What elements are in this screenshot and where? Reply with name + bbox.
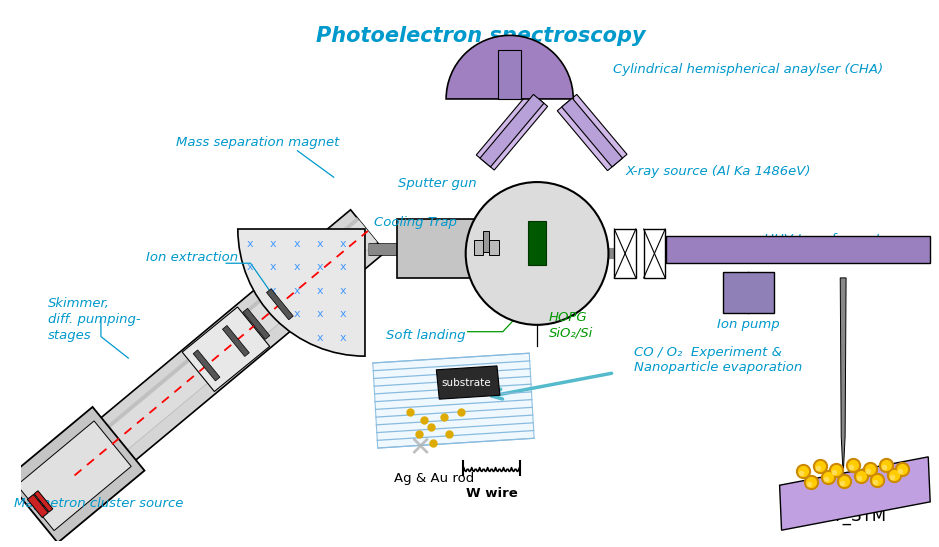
Bar bbox=[666, 236, 931, 263]
Bar bbox=[723, 272, 774, 313]
Text: x: x bbox=[340, 262, 346, 272]
Text: x: x bbox=[340, 309, 346, 319]
Text: x: x bbox=[293, 309, 300, 319]
Text: W wire: W wire bbox=[467, 487, 518, 500]
Bar bbox=[498, 50, 521, 99]
Text: x: x bbox=[269, 286, 276, 295]
Polygon shape bbox=[6, 407, 145, 543]
Bar bbox=[489, 240, 499, 255]
Text: Cylindrical hemispherical anaylser (CHA): Cylindrical hemispherical anaylser (CHA) bbox=[613, 63, 884, 76]
Polygon shape bbox=[64, 217, 377, 487]
Polygon shape bbox=[243, 309, 269, 339]
Text: Photoelectron spectroscopy: Photoelectron spectroscopy bbox=[316, 26, 645, 45]
Text: substrate: substrate bbox=[442, 377, 491, 387]
Text: X-ray source (Al Ka 1486eV): X-ray source (Al Ka 1486eV) bbox=[625, 165, 810, 178]
Bar bbox=[397, 219, 473, 278]
Text: x: x bbox=[269, 238, 276, 249]
Text: Skimmer,
diff. pumping-
stages: Skimmer, diff. pumping- stages bbox=[48, 298, 141, 342]
Polygon shape bbox=[182, 307, 269, 392]
Text: Ag & Au rod: Ag & Au rod bbox=[394, 472, 474, 485]
Text: HOPG
SiO₂/Si: HOPG SiO₂/Si bbox=[548, 311, 593, 339]
Text: Mass separation magnet: Mass separation magnet bbox=[176, 136, 339, 149]
Text: x: x bbox=[340, 238, 346, 249]
Text: x: x bbox=[293, 238, 300, 249]
Polygon shape bbox=[27, 494, 48, 517]
Bar bbox=[473, 240, 484, 255]
Circle shape bbox=[466, 182, 608, 325]
Text: x: x bbox=[316, 333, 323, 342]
Text: UHV transfer system: UHV transfer system bbox=[763, 233, 901, 246]
Bar bbox=[484, 231, 489, 253]
Polygon shape bbox=[267, 289, 293, 320]
Text: CO / O₂  Experiment &
Nanoparticle evaporation: CO / O₂ Experiment & Nanoparticle evapor… bbox=[634, 346, 802, 374]
Polygon shape bbox=[476, 91, 547, 170]
Polygon shape bbox=[840, 278, 846, 475]
Wedge shape bbox=[446, 36, 574, 99]
Bar bbox=[643, 229, 665, 278]
Polygon shape bbox=[373, 353, 534, 448]
Polygon shape bbox=[223, 325, 249, 357]
Text: Ion pump: Ion pump bbox=[717, 318, 779, 331]
Polygon shape bbox=[437, 366, 500, 399]
Text: x: x bbox=[293, 262, 300, 272]
Polygon shape bbox=[480, 95, 544, 167]
Bar bbox=[529, 221, 546, 265]
Polygon shape bbox=[57, 210, 385, 497]
Polygon shape bbox=[562, 98, 623, 167]
Text: x: x bbox=[246, 238, 253, 249]
Text: x: x bbox=[293, 286, 300, 295]
Text: x: x bbox=[316, 286, 323, 295]
Text: x: x bbox=[316, 238, 323, 249]
Polygon shape bbox=[17, 421, 131, 531]
Wedge shape bbox=[238, 229, 365, 356]
Text: Magnetron cluster source: Magnetron cluster source bbox=[14, 497, 184, 510]
Text: x: x bbox=[246, 262, 253, 272]
Text: x: x bbox=[269, 262, 276, 272]
Polygon shape bbox=[66, 220, 377, 486]
Polygon shape bbox=[193, 350, 220, 381]
Text: Ion extraction: Ion extraction bbox=[146, 251, 239, 264]
Text: Sputter gun: Sputter gun bbox=[398, 177, 476, 190]
Polygon shape bbox=[557, 95, 627, 171]
Text: RT_STM: RT_STM bbox=[823, 507, 887, 525]
Text: x: x bbox=[316, 309, 323, 319]
Polygon shape bbox=[34, 491, 53, 512]
Text: ✕: ✕ bbox=[408, 434, 431, 462]
Text: Soft landing: Soft landing bbox=[386, 329, 466, 342]
Bar bbox=[614, 229, 636, 278]
Text: x: x bbox=[316, 262, 323, 272]
Text: x: x bbox=[340, 333, 346, 342]
Text: x: x bbox=[340, 286, 346, 295]
Polygon shape bbox=[779, 457, 931, 530]
Text: Cooling Trap: Cooling Trap bbox=[375, 216, 457, 229]
